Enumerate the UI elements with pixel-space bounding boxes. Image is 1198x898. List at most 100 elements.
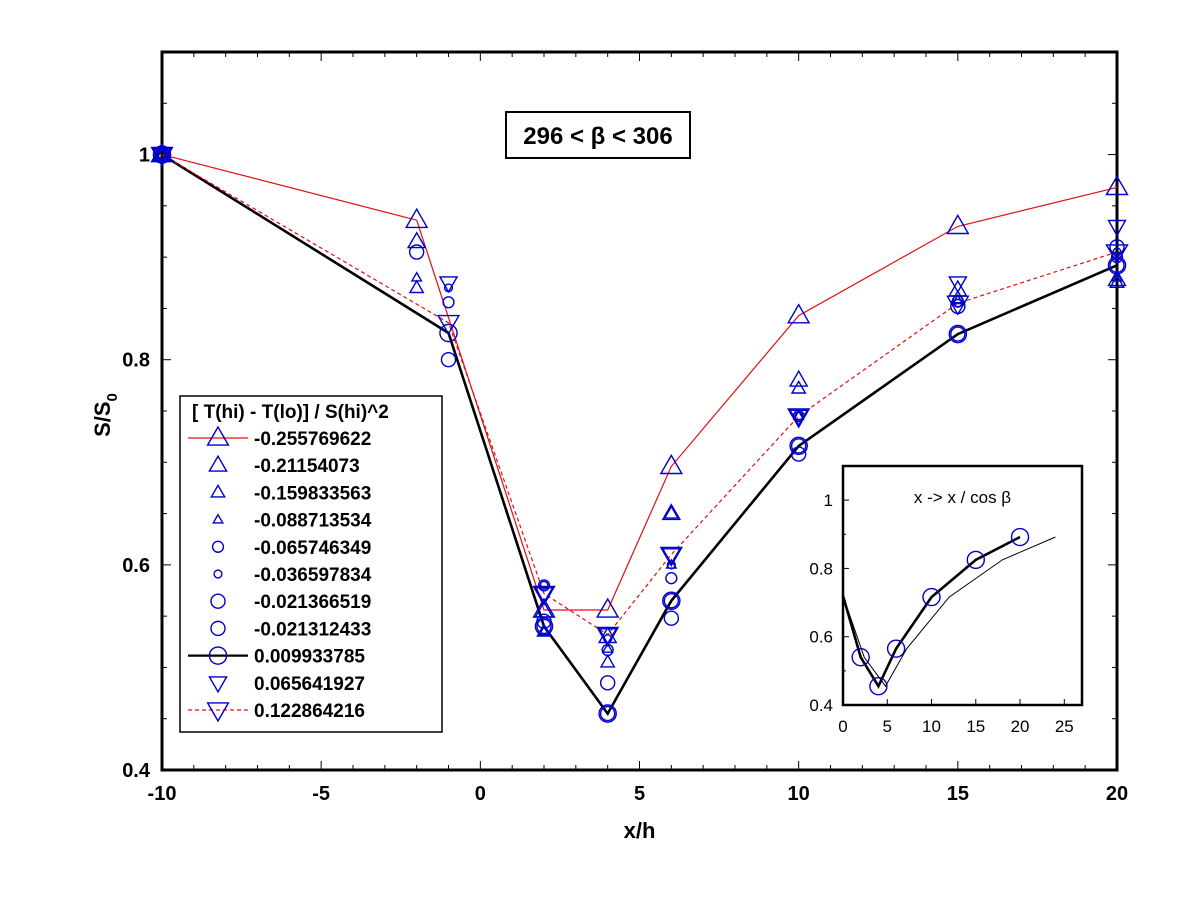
y-tick-label: 0.6: [122, 555, 150, 577]
series-6-point: [663, 610, 680, 626]
annotation-box: [505, 111, 691, 159]
series-10-point: [659, 546, 684, 567]
series-2-point: [790, 379, 807, 394]
legend-box: [179, 395, 443, 733]
legend-label: -0.159833563: [254, 483, 371, 504]
x-tick-label: 5: [634, 783, 645, 805]
series-7-point: [790, 438, 807, 454]
series-9-point: [438, 276, 459, 294]
annotation-text: 296 < β < 306: [523, 123, 672, 150]
y-tick-label: 0.8: [122, 350, 150, 372]
inset-series-line-1: [842, 536, 1056, 688]
legend-marker: [208, 454, 228, 472]
x-tick-label: -5: [312, 783, 330, 805]
series-9-point: [1107, 219, 1127, 237]
series-10-point: [436, 314, 461, 336]
legend-marker: [208, 676, 228, 694]
x-tick-label: -10: [148, 783, 177, 805]
series-7-point: [950, 326, 966, 342]
legend-entry: -0.036597834: [213, 565, 372, 586]
series-0-point: [404, 207, 429, 229]
series-2-point: [536, 623, 552, 637]
inset-series-line-0: [841, 535, 1021, 689]
legend-entry: -0.065746349: [211, 538, 371, 559]
inset-title: x -> x / cos β: [914, 488, 1011, 507]
legend-marker: [211, 540, 225, 553]
series-3-point: [601, 642, 614, 653]
inset-x-tick-label: 0: [838, 717, 847, 736]
series-line-8: [161, 153, 1118, 716]
inset-point: [1010, 527, 1030, 547]
series-3-point: [1111, 271, 1124, 282]
y-tick-label: 0.4: [122, 760, 151, 782]
series-8-point: [534, 617, 554, 636]
series-8-point: [948, 324, 968, 344]
inset-x-tick-label: 5: [883, 717, 892, 736]
x-tick-label: 20: [1106, 783, 1128, 805]
inset-point: [922, 587, 941, 607]
series-4-point: [665, 572, 678, 585]
inset-x-tick-label: 15: [966, 717, 985, 736]
series-9-point: [152, 147, 172, 166]
legend-label: -0.21154073: [254, 456, 360, 477]
legend-entry: 0.009933785: [188, 646, 365, 668]
series-9-point: [597, 628, 618, 645]
series-6-point: [408, 244, 425, 260]
legend-title: [ T(hi) - T(lo)] / S(hi)^2: [192, 402, 389, 423]
legend-label: -0.088713534: [254, 511, 372, 532]
series-1-point: [406, 231, 427, 249]
legend-label: 0.065641927: [254, 674, 365, 695]
series-9-point: [948, 276, 968, 294]
series-6-point: [599, 675, 616, 691]
legend-marker: [208, 646, 228, 665]
legend-entry: -0.088713534: [212, 511, 372, 532]
legend-label: -0.255769622: [254, 429, 371, 450]
legend-marker: [206, 702, 230, 723]
series-8-point: [598, 704, 617, 723]
inset-plot: 0 5 10 15 20 25 0.4 0.6 0.8 1 x -> x / cos β: [809, 464, 1084, 736]
inset-x-tick-label: 20: [1011, 717, 1030, 736]
legend-entry: -0.255769622: [188, 425, 371, 450]
legend-label: -0.065746349: [254, 538, 371, 559]
series-line-0: [161, 154, 1118, 611]
series-5-point: [157, 149, 167, 160]
series-0-point: [946, 213, 970, 235]
legend-marker: [206, 425, 230, 446]
series-10-point: [150, 146, 174, 168]
series-2-point: [663, 505, 680, 519]
legend-label: 0.122864216: [254, 701, 365, 722]
inset-point: [966, 550, 985, 570]
legend-label: -0.021366519: [254, 592, 371, 613]
series-6-point: [1109, 239, 1125, 255]
annotation: 296 < β < 306: [505, 111, 691, 159]
legend-label: 0.009933785: [254, 647, 365, 668]
legend-marker: [210, 484, 226, 498]
inset-point: [886, 639, 906, 658]
legend-entry: 0.122864216: [188, 701, 365, 723]
legend-marker: [210, 593, 226, 609]
series-1-point: [1107, 269, 1127, 287]
series-0-point: [595, 597, 620, 618]
x-tick-label: 10: [788, 783, 810, 805]
inset-x-tick-label: 25: [1055, 717, 1074, 736]
series-3-point: [410, 271, 423, 282]
x-tick-label: 15: [947, 783, 969, 805]
legend-label: -0.036597834: [254, 565, 372, 586]
series-0-point: [786, 303, 811, 324]
series-7-point: [440, 351, 457, 368]
y-axis-title-main: S/S: [90, 401, 115, 436]
series-9-point: [534, 587, 554, 605]
legend-entry: -0.21154073: [208, 454, 360, 477]
series-0-point: [1105, 175, 1129, 196]
legend: [ T(hi) - T(lo)] / S(hi)^2 -0.255769622 -0…: [179, 395, 443, 733]
series-2-point: [599, 653, 616, 668]
series-8-point: [789, 436, 808, 456]
series-10-point: [1105, 244, 1129, 265]
series-5-point: [794, 411, 804, 421]
inset-y-tick-label: 0.4: [809, 696, 833, 715]
y-axis-title: S/S0: [90, 393, 121, 437]
y-axis-title-subscript: 0: [104, 393, 121, 401]
series-9-point: [661, 548, 682, 565]
series-4-point: [537, 579, 551, 592]
